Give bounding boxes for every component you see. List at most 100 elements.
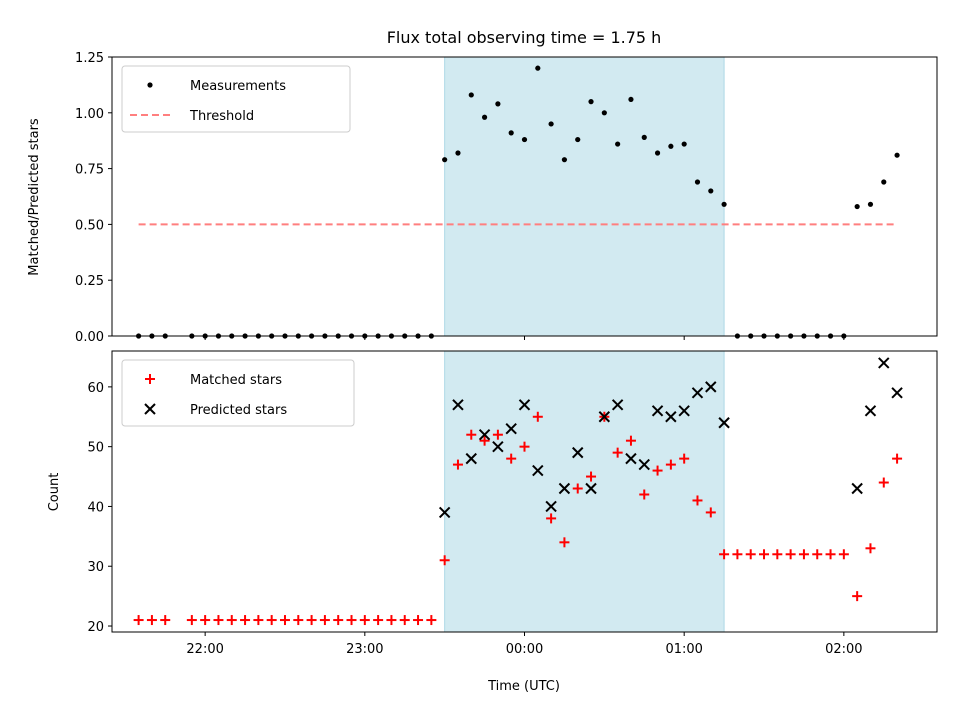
bottom-matched-point xyxy=(719,549,730,560)
bottom-ytick-label: 40 xyxy=(87,500,104,515)
bottom-matched-point xyxy=(612,447,623,458)
top-point xyxy=(521,136,528,143)
top-legend-marker xyxy=(147,82,153,88)
bottom-predicted-point xyxy=(465,452,477,465)
bottom-xtick-label: 22:00 xyxy=(186,642,223,657)
top-point xyxy=(588,99,594,105)
bottom-matched-point xyxy=(253,615,264,626)
bottom-matched-point xyxy=(732,549,743,560)
bottom-matched-point xyxy=(492,429,503,440)
bottom-matched-point xyxy=(892,453,903,464)
top-chart-plot: 0.00 0.25 0.50 0.75 1.00 1.25 Measurements Thre… xyxy=(75,51,938,345)
bottom-legend-label: Matched stars xyxy=(190,373,282,388)
top-legend-box xyxy=(121,65,351,133)
top-point xyxy=(495,101,501,107)
bottom-ytick-label: 50 xyxy=(87,441,104,456)
bottom-predicted-point xyxy=(864,405,877,417)
bottom-predicted-point xyxy=(718,417,730,429)
bottom-matched-point xyxy=(306,615,317,626)
top-point xyxy=(468,92,474,98)
bottom-matched-point xyxy=(559,537,570,548)
bottom-matched-point xyxy=(865,543,876,554)
bottom-matched-point xyxy=(665,459,676,470)
bottom-predicted-point xyxy=(452,399,464,411)
bottom-predicted-point xyxy=(691,387,704,399)
bottom-matched-point xyxy=(519,441,530,452)
top-ytick-label: 0.00 xyxy=(75,330,104,345)
bottom-predicted-point xyxy=(638,458,650,471)
top-shaded-interval xyxy=(444,57,725,336)
bottom-legend-label: Predicted stars xyxy=(190,403,287,418)
bottom-matched-point xyxy=(506,453,517,464)
top-series-0 xyxy=(136,65,900,339)
bottom-matched-point xyxy=(319,615,330,626)
bottom-matched-point xyxy=(293,615,304,626)
top-legend-label: Threshold xyxy=(189,109,254,124)
bottom-matched-point xyxy=(772,549,783,560)
bottom-predicted-point xyxy=(651,405,664,417)
top-point xyxy=(628,96,634,103)
bottom-matched-point xyxy=(346,615,357,626)
bottom-xtick-label: 23:00 xyxy=(346,642,383,657)
top-point xyxy=(442,157,448,163)
top-point xyxy=(615,141,621,147)
bottom-matched-point xyxy=(825,549,836,560)
top-point xyxy=(721,201,727,207)
top-point xyxy=(455,150,461,156)
bottom-matched-point xyxy=(785,549,796,560)
bottom-predicted-point xyxy=(532,464,544,477)
bottom-predicted-point xyxy=(545,500,557,513)
bottom-matched-point xyxy=(133,615,144,626)
bottom-legend-marker xyxy=(145,374,155,384)
bottom-xtick-label: 02:00 xyxy=(825,642,862,657)
top-ytick-label: 0.75 xyxy=(75,163,104,178)
bottom-matched-point xyxy=(279,615,290,626)
top-point xyxy=(601,110,607,116)
bottom-predicted-point xyxy=(492,440,504,453)
top-ytick-label: 1.25 xyxy=(75,51,104,66)
bottom-matched-point xyxy=(439,555,450,566)
bottom-predicted-point xyxy=(625,452,637,465)
top-point xyxy=(881,179,887,185)
top-point xyxy=(575,136,581,143)
bottom-matched-point xyxy=(213,615,224,626)
bottom-matched-point xyxy=(146,615,157,626)
bottom-predicted-point xyxy=(478,428,491,441)
top-chart-ylabel: Matched/Predicted stars xyxy=(27,118,42,276)
bottom-matched-point xyxy=(852,591,863,602)
bottom-chart-xlabel: Time (UTC) xyxy=(487,679,560,694)
bottom-matched-point xyxy=(226,615,237,626)
bottom-chart-plot: 20 30 40 50 60 22:00 23:00 00:00 01:00 02:00 Match… xyxy=(87,350,938,657)
bottom-predicted-point xyxy=(598,411,611,423)
bottom-predicted-point xyxy=(878,357,890,369)
bottom-matched-point xyxy=(200,615,211,626)
top-legend: Measurements Threshold xyxy=(121,65,351,133)
bottom-matched-point xyxy=(838,549,849,560)
bottom-predicted-point xyxy=(518,399,531,411)
top-ytick-label: 0.50 xyxy=(75,218,104,233)
bottom-matched-point xyxy=(426,615,437,626)
bottom-series-0 xyxy=(133,411,903,626)
top-point xyxy=(535,65,541,71)
bottom-legend-box xyxy=(121,359,355,427)
top-point xyxy=(548,121,554,127)
bottom-predicted-point xyxy=(438,506,451,519)
bottom-shaded-interval xyxy=(444,351,725,632)
bottom-matched-point xyxy=(479,435,490,446)
top-chart-title: Flux total observing time = 1.75 h xyxy=(387,28,662,47)
bottom-matched-point xyxy=(399,615,410,626)
top-point xyxy=(681,141,687,147)
bottom-matched-point xyxy=(692,495,703,506)
bottom-matched-point xyxy=(572,483,583,494)
bottom-matched-point xyxy=(452,459,463,470)
bottom-predicted-point xyxy=(505,423,517,435)
bottom-ytick-label: 60 xyxy=(87,381,104,396)
bottom-predicted-point xyxy=(611,399,624,411)
bottom-matched-point xyxy=(586,471,597,482)
bottom-predicted-point xyxy=(851,482,863,495)
bottom-ytick-label: 30 xyxy=(87,560,104,575)
bottom-matched-point xyxy=(652,465,663,476)
top-point xyxy=(894,152,900,158)
bottom-matched-point xyxy=(266,615,277,626)
